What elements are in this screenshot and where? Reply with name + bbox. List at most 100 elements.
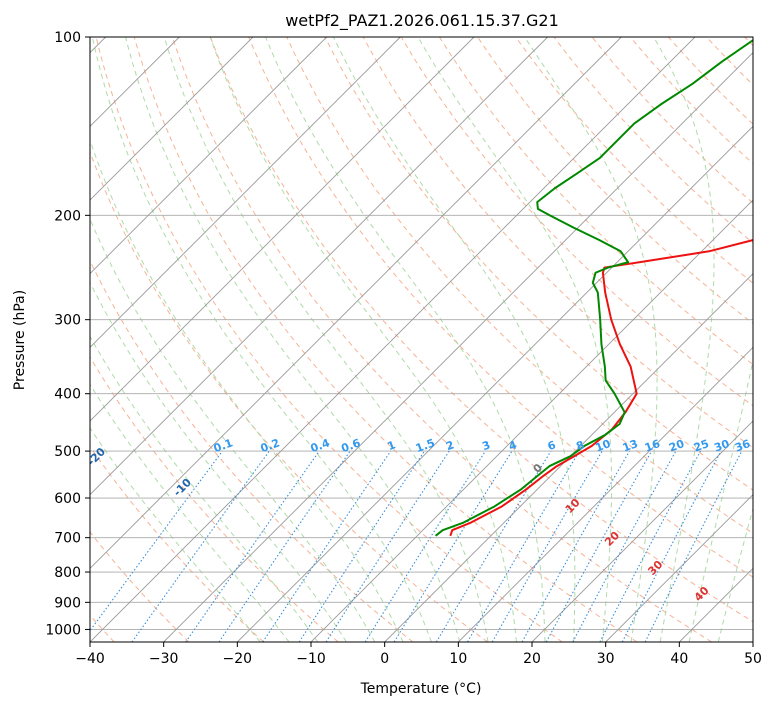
mixing-ratio-label: 1 [386,438,398,453]
mixing-ratio-label: 36 [733,437,752,455]
y-tick-label: 300 [54,313,81,329]
mixing-ratio-label: 8 [574,438,586,453]
mixing-ratio-label: 0.4 [309,436,332,455]
isotherm-line [90,37,622,569]
y-axis-ticks: 100 200 300 400 500 600 700 800 900 1000 [45,30,90,638]
dry-adiabat-line [90,531,190,642]
mixing-ratio-label: 25 [692,437,711,454]
isotherm-line [237,125,753,642]
mixing-ratio-line [572,450,677,642]
mixing-ratio-label: 0.1 [212,436,235,455]
moist-adiabat-line [91,37,432,642]
dry-adiabat-line [90,259,414,642]
mixing-ratio-label: 16 [643,437,662,455]
mixing-ratio-line [599,450,702,642]
plot-area: -100-90-80-70-60-50-40-30-20-100.10.20.4… [90,37,753,642]
dry-adiabat-line [324,37,753,491]
x-axis-label: Temperature (°C) [360,681,482,697]
mixing-ratio-line [644,450,743,642]
y-tick-label: 900 [54,595,81,611]
mixing-ratio-line [262,450,392,642]
mixing-ratio-line [218,450,351,642]
moist-adiabat-line [265,37,546,642]
isotherm-line [90,37,475,422]
isotherms [90,37,753,642]
isotherm-line [90,37,401,348]
dry-adiabat-line [133,37,638,642]
isotherm-line [90,37,548,496]
x-tick-label: −10 [296,651,326,667]
y-axis-label: Pressure (hPa) [12,290,28,390]
moist-adiabat-line [90,217,376,642]
moist-adiabat-line [653,37,715,642]
x-tick-label: 30 [597,651,615,667]
mixing-ratio-label: 2 [444,438,456,453]
x-tick-label: 20 [523,651,541,667]
mixing-ratio-lines [90,450,743,642]
chart-title: wetPf2_PAZ1.2026.061.15.37.G21 [285,11,559,31]
mixing-ratio-line [90,450,223,632]
isotherm-line [531,420,753,642]
line-labels: -100-90-80-70-60-50-40-30-20-100.10.20.4… [90,436,752,604]
moist-adiabat-line [90,138,404,642]
mixing-ratio-line [364,450,486,642]
dry-adiabat-line [286,37,753,534]
isotherm-line [163,52,753,642]
dry-adiabat-line [90,356,339,642]
isotherm-line [90,37,327,275]
moist-adiabat-line [90,335,319,642]
x-axis-ticks: −40 −30 −20 −10 0 10 20 30 40 50 [75,642,762,667]
x-tick-label: 10 [449,651,467,667]
y-tick-label: 1000 [45,622,81,638]
isotherm-line [90,37,254,201]
y-tick-label: 400 [54,387,81,403]
moist-adiabat-line [417,37,613,642]
mixing-ratio-label: 30 [712,437,731,455]
dry-adiabat-line [90,150,488,642]
x-tick-label: 50 [744,651,762,667]
mixing-ratio-label: 4 [507,438,519,453]
isotherm-line [90,37,696,642]
y-tick-label: 700 [54,531,81,547]
mixing-ratio-label: 3 [480,438,492,453]
moist-adiabat-line [524,37,658,642]
moist-adiabats [90,37,753,642]
x-tick-label: −30 [149,651,179,667]
dewpoint-series-line [434,38,753,537]
mixing-ratio-label: 20 [667,437,686,455]
mixing-ratio-line [131,450,270,642]
mixing-ratio-line [621,450,722,642]
dry-adiabat-line [95,37,563,642]
moist-adiabat-line [90,427,261,642]
x-tick-label: −40 [75,651,105,667]
mixing-ratio-line [325,450,450,642]
mixing-ratio-line [467,450,580,642]
moist-adiabat-line [209,37,517,642]
moist-adiabat-line [125,37,461,642]
mixing-ratio-line [435,450,552,642]
mixing-ratio-line [521,450,630,642]
mixing-ratio-line [545,450,653,642]
plot-frame [89,36,754,643]
y-tick-label: 800 [54,565,81,581]
temperature-series-line [449,239,753,537]
isotherm-line [605,494,753,642]
moist-adiabat-line [332,37,576,642]
isotherm-line [458,346,753,642]
isotherm-line [384,273,753,642]
mixing-ratio-line [298,450,425,642]
y-tick-label: 200 [54,208,81,224]
x-tick-label: 40 [670,651,688,667]
y-tick-label: 600 [54,491,81,507]
dry-adiabat-line [438,37,753,366]
isotherm-line [310,199,753,642]
isobars [90,37,753,630]
mixing-ratio-label: 0.6 [340,436,363,455]
mixing-ratio-line [491,450,603,642]
mixing-ratio-label: 6 [546,438,558,453]
dry-adiabats [90,37,753,642]
mixing-ratio-label: 1.5 [414,436,437,455]
mixing-ratio-label: 0.2 [259,436,282,455]
